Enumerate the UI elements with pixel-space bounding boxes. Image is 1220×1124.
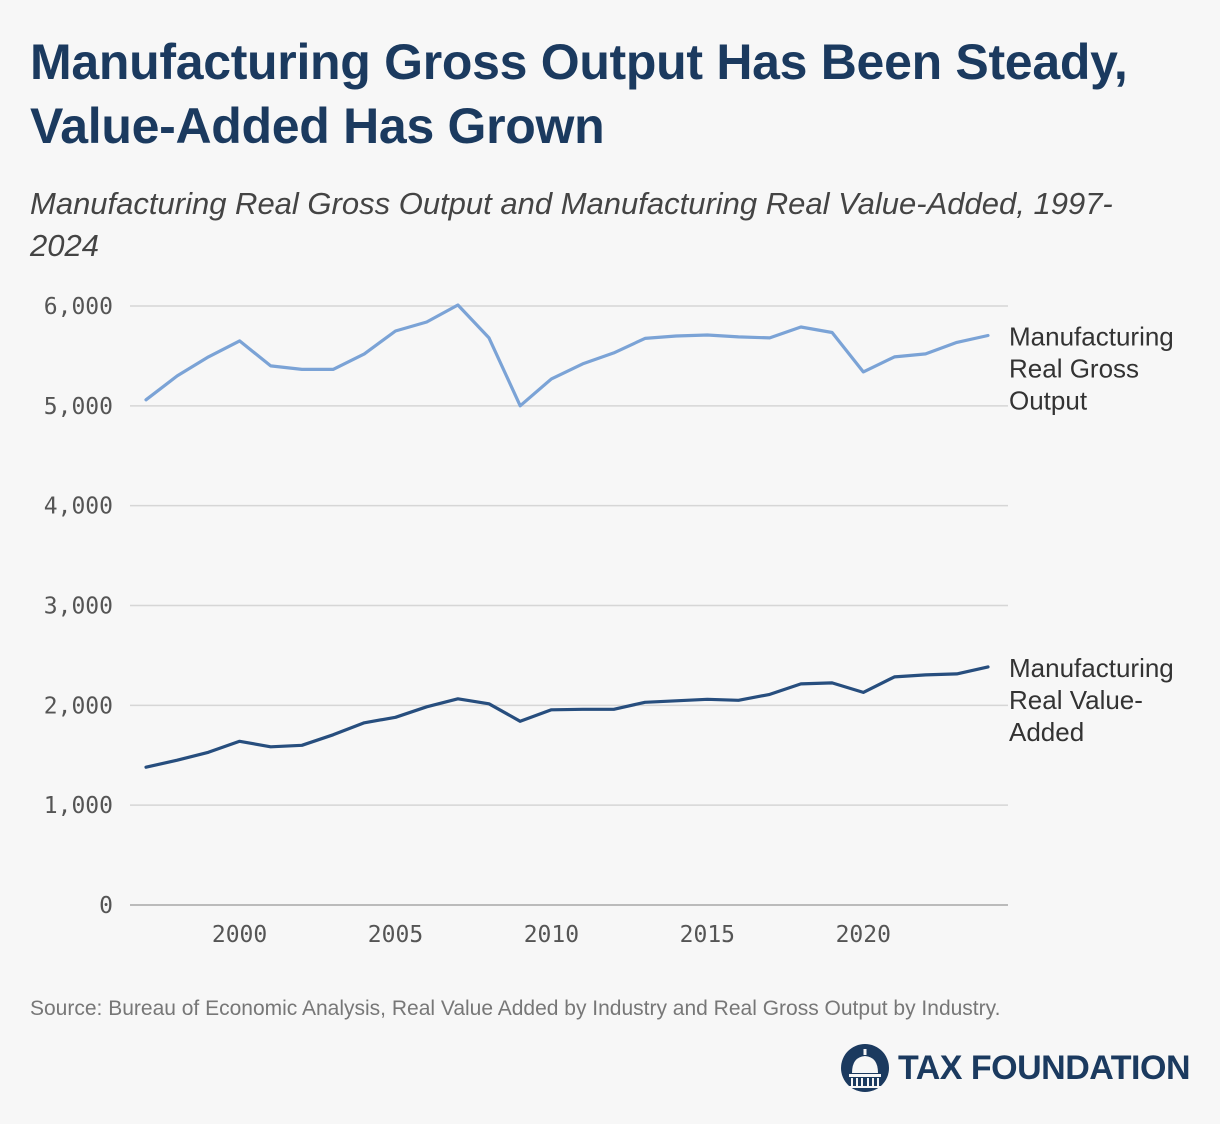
x-tick-label: 2020 [836,922,891,948]
series-label-line: Manufacturing [1009,321,1174,351]
gridlines [130,305,1008,906]
line-chart: 0 1,000 2,000 3,000 4,000 5,000 6,000 2000 2005… [44,294,1174,948]
brand-name: TAX FOUNDATION [897,1048,1191,1087]
y-tick-label: 3,000 [44,594,113,620]
source-note: Source: Bureau of Economic Analysis, Rea… [30,997,1001,1020]
brand-logo: TAX FOUNDATION [840,1043,1191,1093]
x-tick-label: 2000 [212,922,267,948]
capitol-dome-icon [840,1044,889,1092]
series-label-line: Real Gross [1009,353,1139,383]
series-labels: Manufacturing Real Gross OutputManufacturi… [1009,321,1174,746]
y-tick-label: 4,000 [44,494,113,520]
series-label-line: Manufacturing [1009,653,1174,683]
y-axis: 0 1,000 2,000 3,000 4,000 5,000 6,000 [44,294,113,919]
series-label-value-added: Manufacturing Real Value-Added [1009,653,1174,747]
x-tick-label: 2005 [368,922,423,948]
chart-subtitle: Manufacturing Real Gross Output and Manu… [30,186,1113,263]
series-label-line: Real Value- [1009,685,1143,715]
series-label-gross-output: Manufacturing Real Gross Output [1009,321,1174,415]
series-label-line: Output [1009,385,1088,415]
y-tick-label: 0 [99,893,113,919]
series-label-line: Added [1009,717,1084,747]
x-axis: 2000 2005 2010 2015 2020 [212,922,891,948]
y-tick-label: 6,000 [44,294,113,320]
chart-title: Manufacturing Gross Output Has Been Stea… [30,34,1128,154]
x-tick-label: 2015 [680,922,735,948]
y-tick-label: 1,000 [44,793,113,819]
y-tick-label: 5,000 [44,394,113,420]
y-tick-label: 2,000 [44,693,113,719]
series-line-gross-output [144,303,990,408]
series-line-value-added [144,665,990,769]
series-lines [144,303,990,769]
x-tick-label: 2010 [524,922,579,948]
